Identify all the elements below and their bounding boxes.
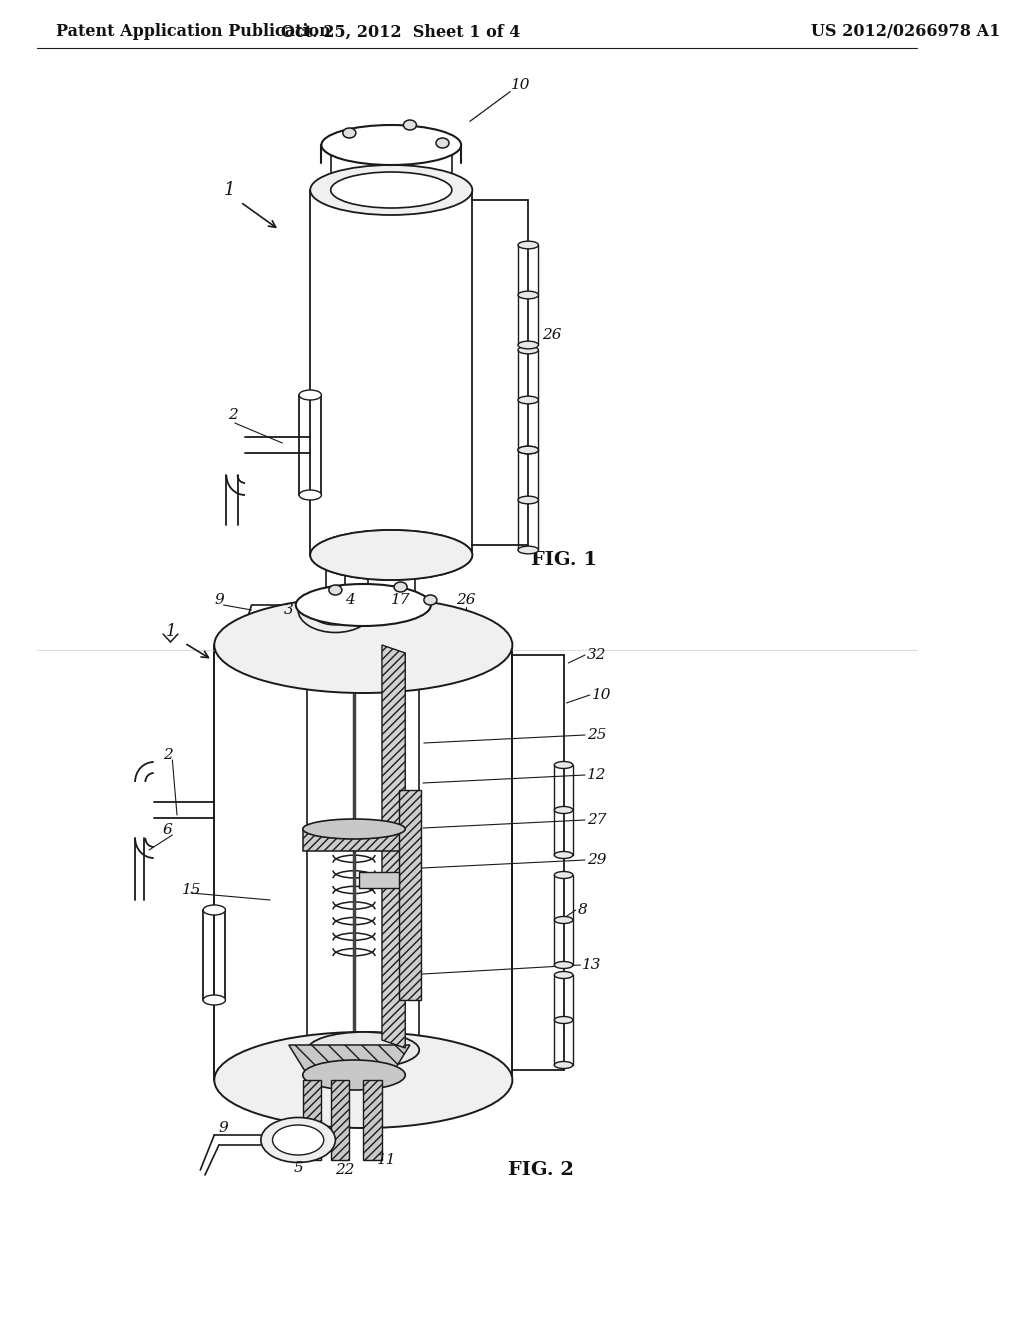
Ellipse shape: [554, 1061, 573, 1068]
Ellipse shape: [310, 595, 361, 624]
Text: 15: 15: [181, 883, 201, 898]
Ellipse shape: [310, 531, 472, 579]
Bar: [303, 1080, 322, 1160]
Text: FIG. 1: FIG. 1: [531, 550, 597, 569]
Text: 2: 2: [163, 748, 173, 762]
Text: 25: 25: [587, 729, 606, 742]
Text: 12: 12: [587, 768, 606, 781]
Text: 26: 26: [542, 327, 562, 342]
Text: 3: 3: [284, 603, 294, 616]
Ellipse shape: [303, 818, 406, 840]
Text: 22: 22: [336, 1163, 355, 1177]
Text: US 2012/0266978 A1: US 2012/0266978 A1: [811, 24, 999, 41]
Ellipse shape: [214, 597, 512, 693]
Text: 11: 11: [377, 1152, 397, 1167]
Ellipse shape: [518, 496, 539, 504]
Ellipse shape: [436, 139, 450, 148]
Ellipse shape: [203, 906, 225, 915]
Ellipse shape: [403, 120, 417, 129]
Ellipse shape: [554, 961, 573, 969]
Ellipse shape: [554, 972, 573, 978]
Text: 2: 2: [228, 408, 238, 422]
Ellipse shape: [518, 341, 539, 348]
Ellipse shape: [322, 125, 461, 165]
Text: 1: 1: [166, 623, 176, 640]
Text: 4: 4: [345, 593, 354, 607]
Text: 10: 10: [592, 688, 611, 702]
Text: 27: 27: [587, 813, 606, 828]
Polygon shape: [382, 645, 406, 1048]
Ellipse shape: [203, 995, 225, 1005]
Text: Oct. 25, 2012  Sheet 1 of 4: Oct. 25, 2012 Sheet 1 of 4: [281, 24, 520, 41]
Text: Patent Application Publication: Patent Application Publication: [56, 24, 331, 41]
Ellipse shape: [272, 1125, 324, 1155]
Bar: [364, 1080, 382, 1160]
Text: 9: 9: [219, 1121, 228, 1135]
Ellipse shape: [424, 595, 437, 605]
Ellipse shape: [329, 585, 342, 595]
Text: 10: 10: [511, 78, 530, 92]
Text: 17: 17: [391, 593, 411, 607]
Ellipse shape: [518, 346, 539, 354]
Text: 29: 29: [587, 853, 606, 867]
Text: 32: 32: [587, 648, 606, 663]
Ellipse shape: [554, 807, 573, 813]
Polygon shape: [289, 1045, 410, 1074]
Ellipse shape: [299, 490, 322, 500]
Text: 1: 1: [223, 181, 236, 199]
Polygon shape: [303, 829, 406, 851]
Ellipse shape: [554, 916, 573, 924]
Ellipse shape: [518, 546, 539, 554]
Ellipse shape: [298, 587, 373, 632]
Ellipse shape: [331, 172, 452, 209]
Ellipse shape: [307, 1032, 419, 1068]
Ellipse shape: [394, 582, 408, 591]
Ellipse shape: [307, 587, 419, 623]
Bar: [331, 1080, 349, 1160]
Ellipse shape: [331, 127, 452, 162]
Polygon shape: [358, 873, 398, 888]
Text: 5: 5: [294, 1162, 303, 1175]
Ellipse shape: [518, 396, 539, 404]
Ellipse shape: [368, 601, 415, 619]
Text: 6: 6: [163, 822, 173, 837]
Ellipse shape: [518, 242, 539, 249]
Ellipse shape: [518, 446, 539, 454]
Ellipse shape: [214, 1032, 512, 1129]
Polygon shape: [398, 789, 421, 1001]
Ellipse shape: [310, 165, 472, 215]
Ellipse shape: [343, 128, 356, 139]
Text: 13: 13: [583, 958, 602, 972]
Text: 26: 26: [457, 593, 476, 607]
Ellipse shape: [296, 583, 431, 626]
Ellipse shape: [518, 292, 539, 298]
Ellipse shape: [299, 389, 322, 400]
Ellipse shape: [554, 1016, 573, 1023]
Ellipse shape: [303, 1060, 406, 1090]
Ellipse shape: [554, 851, 573, 858]
Ellipse shape: [554, 762, 573, 768]
Ellipse shape: [310, 531, 472, 579]
Text: 8: 8: [578, 903, 588, 917]
Text: 9: 9: [214, 593, 224, 607]
Ellipse shape: [554, 871, 573, 879]
Ellipse shape: [518, 446, 539, 454]
Text: FIG. 2: FIG. 2: [508, 1162, 573, 1179]
Ellipse shape: [261, 1118, 336, 1163]
